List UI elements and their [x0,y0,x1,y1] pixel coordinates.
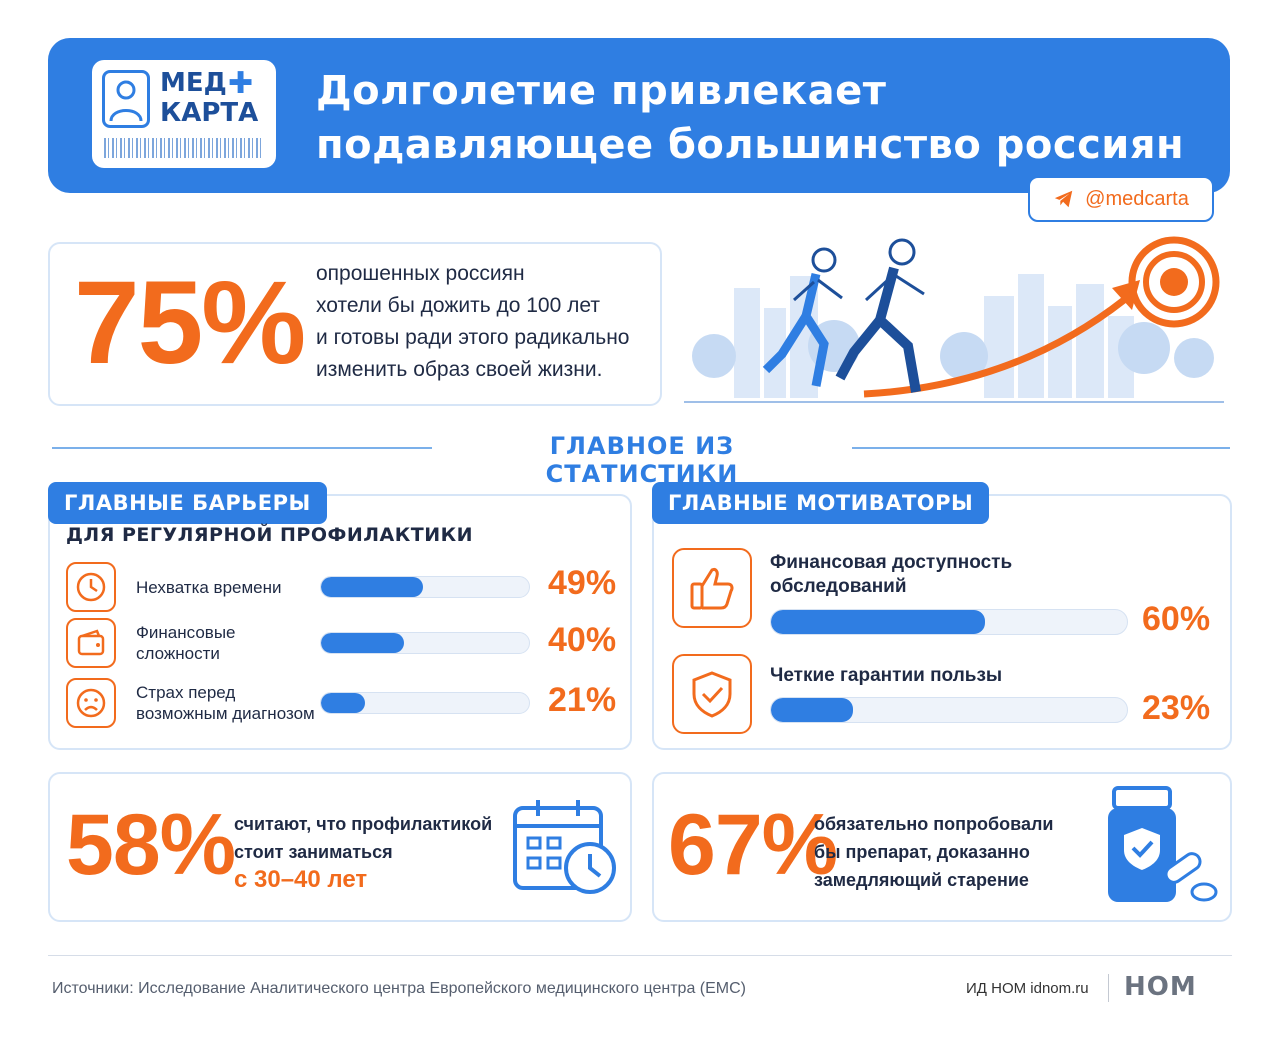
hero-card: 75% опрошенных россиян хотели бы дожить … [48,242,662,406]
section-title: ГЛАВНОЕ ИЗ СТАТИСТИКИ [545,432,739,488]
barrier-label-line: возможным диагнозом [136,704,315,723]
motivator-label-1: Финансовая доступность обследований [770,551,1012,599]
barrier-label-line: сложности [136,644,220,663]
barrier-bar-3 [320,692,530,714]
barrier-label-2: Финансовые сложности [136,622,236,664]
header-banner: МЕД ✚ КАРТА Долголетие привлекает подавл… [48,38,1230,193]
hero-line: и готовы ради этого радикально [316,326,630,349]
stat-67-line: бы препарат, доказанно [814,842,1030,862]
nom-logo: НОМ [1124,972,1197,1002]
medcarta-logo: МЕД ✚ КАРТА [92,60,276,168]
logo-word-med: МЕД [160,68,227,98]
barcode-icon [104,138,264,158]
title-line-1: Долголетие привлекает [316,68,887,114]
pill-bottle-icon [1108,786,1218,902]
motivator-percent-2: 23% [1142,689,1211,727]
worried-face-icon [66,678,116,728]
barrier-label-line: Финансовые [136,623,236,642]
sources-text: Источники: Исследование Аналитического ц… [52,980,746,997]
motivator-bar-1 [770,609,1128,635]
barrier-label-1: Нехватка времени [136,577,282,598]
doctor-icon [102,70,150,128]
shield-check-icon [672,654,752,734]
stat-67-percent: 67% [668,797,838,893]
barrier-bar-2 [320,632,530,654]
stat-67-text: обязательно попробовали бы препарат, док… [814,810,1053,894]
title-line-2: подавляющее большинство россиян [316,122,1185,168]
hero-line: опрошенных россиян [316,262,525,285]
barriers-subtitle: ДЛЯ РЕГУЛЯРНОЙ ПРОФИЛАКТИКИ [66,524,474,546]
stat-67-line: замедляющий старение [814,870,1029,890]
stat-58-line: стоит заниматься [234,842,393,862]
clock-icon [66,562,116,612]
section-divider-left [52,447,432,449]
hero-line: хотели бы дожить до 100 лет [316,294,600,317]
telegram-link[interactable]: @medcarta [1028,176,1214,222]
page-title: Долголетие привлекает подавляющее больши… [316,64,1184,172]
barrier-bar-fill [321,577,423,597]
barrier-label-3: Страх перед возможным диагнозом [136,682,315,724]
telegram-icon [1054,190,1073,208]
motivator-label-2: Четкие гарантии пользы [770,664,1002,688]
stat-58-text: считают, что профилактикой стоит занимат… [234,810,492,894]
stat-58-line: считают, что профилактикой [234,814,493,834]
motivator-bar-fill [771,610,985,634]
motivator-bar-fill [771,698,853,722]
wallet-icon [66,618,116,668]
runner-man [835,238,925,393]
barrier-percent-3: 21% [548,681,617,719]
motivator-percent-1: 60% [1142,600,1211,638]
barrier-label-line: Нехватка времени [136,578,282,597]
section-divider-right [852,447,1230,449]
logo-word-karta: КАРТА [160,98,259,128]
publisher-link[interactable]: ИД НОМ idnom.ru [966,980,1089,997]
barrier-percent-2: 40% [548,621,617,659]
stat-67-line: обязательно попробовали [814,814,1054,834]
stat-58-highlight: с 30–40 лет [234,866,368,893]
barrier-bar-fill [321,633,405,653]
motivator-label-line: обследований [770,576,907,597]
runners-illustration [684,236,1224,403]
runner-woman [762,247,843,387]
barrier-percent-1: 49% [548,564,617,602]
barriers-tag: ГЛАВНЫЕ БАРЬЕРЫ [48,482,327,524]
footer-divider [48,955,1232,956]
calendar-clock-icon [513,800,616,894]
footer-separator [1108,974,1109,1002]
telegram-handle: @medcarta [1085,187,1189,210]
stat-58-percent: 58% [66,797,236,893]
motivator-label-line: Финансовая доступность [770,552,1013,573]
logo-plus-icon: ✚ [228,66,254,101]
thumbs-up-icon [672,548,752,628]
barrier-bar-fill [321,693,365,713]
barrier-label-line: Страх перед [136,683,236,702]
section-header: ГЛАВНОЕ ИЗ СТАТИСТИКИ [52,428,1230,488]
hero-percent: 75% [74,257,306,389]
hero-description: опрошенных россиян хотели бы дожить до 1… [316,258,656,386]
motivators-tag: ГЛАВНЫЕ МОТИВАТОРЫ [652,482,990,524]
barrier-bar-1 [320,576,530,598]
hero-line: изменить образ своей жизни. [316,358,603,381]
motivator-label-line: Четкие гарантии пользы [770,665,1003,686]
motivator-bar-2 [770,697,1128,723]
